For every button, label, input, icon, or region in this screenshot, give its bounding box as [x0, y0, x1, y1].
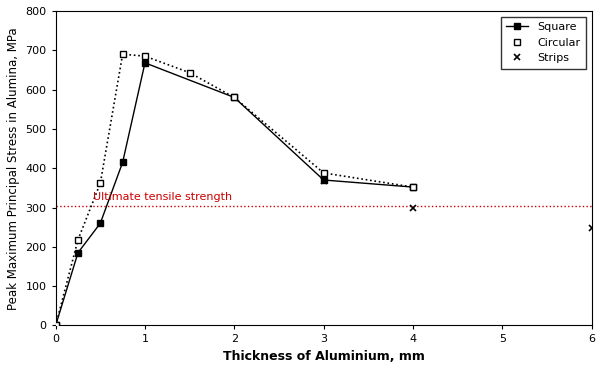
Y-axis label: Peak Maximum Principal Stress in Alumina, MPa: Peak Maximum Principal Stress in Alumina… — [7, 27, 20, 310]
Legend: Square, Circular, Strips: Square, Circular, Strips — [501, 17, 586, 69]
X-axis label: Thickness of Aluminium, mm: Thickness of Aluminium, mm — [223, 350, 424, 363]
Text: Ultimate tensile strength: Ultimate tensile strength — [93, 192, 232, 202]
